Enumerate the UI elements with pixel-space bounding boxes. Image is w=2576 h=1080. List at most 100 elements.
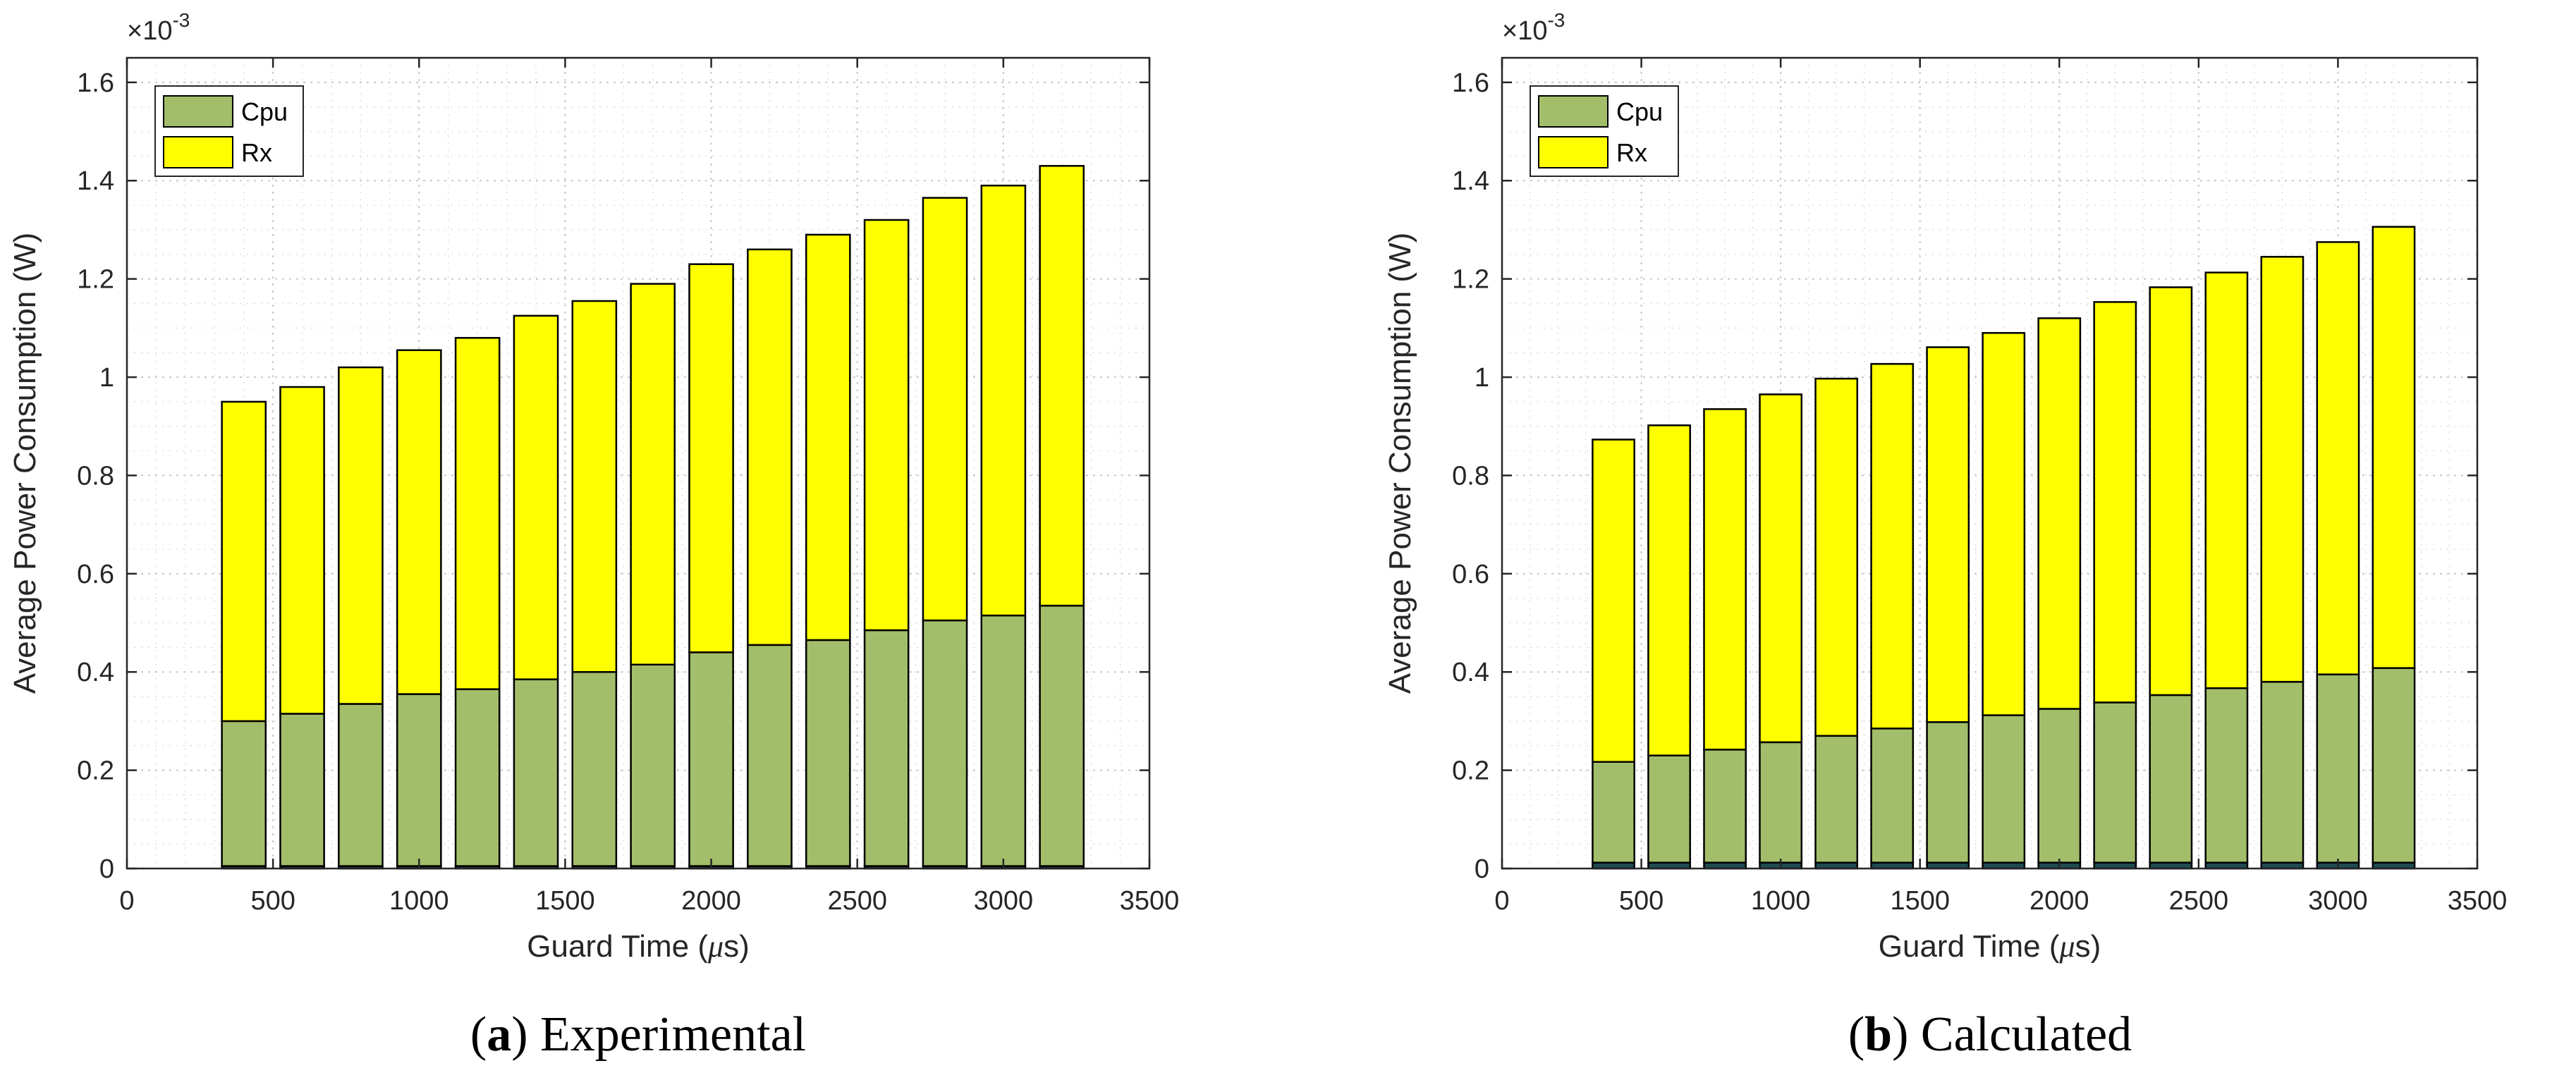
bar-cpu	[2204, 687, 2249, 864]
bar-cpu	[922, 619, 968, 867]
caption: (a) Experimental	[470, 1007, 806, 1062]
y-axis-label: Average Power Consumption (W)	[1383, 233, 1417, 694]
x-axis-label-mu: μ	[707, 929, 724, 964]
ticks: 0 500 1000 1500 2000 2500 3000 3500 0 0.2 0.4 0.6 0.…	[77, 58, 1179, 916]
bar-cpu	[805, 639, 851, 867]
legend-swatch-cpu	[163, 95, 233, 128]
bar-cpu	[1982, 714, 2026, 864]
bar-tx	[2260, 861, 2305, 870]
x-tick-label: 2000	[681, 886, 741, 916]
bar-cpu	[2149, 694, 2193, 864]
bar-rx	[688, 263, 734, 653]
bar-rx	[2149, 286, 2193, 697]
x-tick-label: 1500	[1890, 886, 1950, 916]
bar-rx	[863, 219, 910, 632]
bar-rx	[1870, 362, 1915, 730]
bar-cpu	[2260, 680, 2305, 864]
x-axis-label: Guard Time (μs)	[527, 929, 750, 964]
x-tick-label: 3000	[974, 886, 1034, 916]
bar-tx	[1592, 861, 1635, 870]
chart-calculated: 0 500 1000 1500 2000 2500 3000 3500 0 0.2 0.4 0.6 0.…	[1383, 9, 2507, 1062]
y-axis-label: Average Power Consumption (W)	[8, 233, 42, 694]
y-tick-label: 1.4	[77, 166, 114, 196]
bar-rx	[980, 184, 1027, 617]
bar-cpu	[688, 651, 734, 867]
bar-cpu	[454, 688, 501, 867]
bar-cpu	[571, 670, 618, 867]
y-tick-label: 1	[1475, 363, 1489, 393]
x-tick-label: 1000	[389, 886, 449, 916]
legend-label-rx: Rx	[241, 138, 272, 167]
caption: (b) Calculated	[1848, 1007, 2132, 1062]
legend-label-cpu: Cpu	[1616, 97, 1663, 126]
x-axis-label-mu: μ	[2059, 929, 2075, 964]
bar-tx	[1870, 861, 1915, 870]
x-axis-label: Guard Time (μs)	[1879, 929, 2101, 964]
bar-cpu	[1039, 604, 1085, 867]
y-tick-label: 0.6	[1452, 560, 1489, 589]
bar-rx	[279, 386, 325, 715]
y-tick-label: 0.8	[1452, 461, 1489, 491]
y-tick-label: 0	[99, 854, 114, 884]
bar-rx	[513, 314, 559, 680]
x-tick-label: 1000	[1751, 886, 1811, 916]
bar-cpu	[1926, 721, 1970, 864]
bar-cpu	[1870, 728, 1915, 864]
bar-rx	[1592, 438, 1635, 763]
axes-box	[1501, 56, 2479, 870]
y-tick-label: 1.4	[1452, 166, 1489, 196]
legend: Cpu Rx	[154, 85, 304, 177]
caption-letter: a	[487, 1007, 511, 1062]
caption-text: Experimental	[540, 1007, 806, 1062]
x-tick-label: 2500	[827, 886, 887, 916]
y-tick-label: 1.6	[77, 68, 114, 98]
x-axis-label-suffix: s)	[2075, 929, 2101, 964]
bar-rx	[338, 366, 384, 705]
bar-cpu	[279, 713, 325, 867]
bar-cpu	[1814, 735, 1859, 864]
bar-cpu	[338, 703, 384, 867]
x-tick-label: 2000	[2029, 886, 2089, 916]
bar-cpu	[863, 629, 910, 867]
bar-cpu	[1759, 741, 1803, 864]
axes-box	[126, 56, 1151, 870]
bar-tx	[1703, 861, 1747, 870]
bar-rx	[747, 248, 793, 646]
x-axis-label-prefix: Guard Time (	[527, 929, 708, 964]
x-tick-label: 1500	[535, 886, 595, 916]
y-tick-label: 0	[1475, 854, 1489, 884]
y-tick-label: 0.4	[77, 658, 114, 687]
x-tick-label: 0	[119, 886, 134, 916]
bar-tx	[2371, 861, 2416, 870]
bar-tx	[1814, 861, 1859, 870]
x-axis-label-suffix: s)	[724, 929, 750, 964]
bar-rx	[805, 233, 851, 642]
bar-rx	[2037, 317, 2082, 710]
x-tick-label: 2500	[2169, 886, 2229, 916]
y-tick-label: 0.6	[77, 560, 114, 589]
bar-cpu	[2316, 673, 2360, 864]
bar-cpu	[1647, 754, 1691, 864]
bar-rx	[1759, 393, 1803, 744]
y-tick-label: 0.8	[77, 461, 114, 491]
legend-swatch-rx	[163, 136, 233, 168]
y-tick-label: 1.2	[1452, 265, 1489, 295]
bar-rx	[1926, 346, 1970, 723]
ticks: 0 500 1000 1500 2000 2500 3000 3500 0 0.2 0.4 0.6 0.…	[1452, 58, 2507, 916]
bar-cpu	[2093, 701, 2137, 864]
bar-cpu	[396, 693, 442, 867]
bar-rx	[396, 349, 442, 695]
y-tick-label: 1.6	[1452, 68, 1489, 98]
x-tick-label: 3500	[1120, 886, 1180, 916]
y-exponent-label: ×10-3	[127, 9, 190, 46]
x-tick-label: 500	[1619, 886, 1664, 916]
y-tick-label: 1	[99, 363, 114, 393]
y-tick-label: 0.4	[1452, 658, 1489, 687]
bar-cpu	[2371, 667, 2416, 864]
bar-cpu	[2037, 708, 2082, 864]
bar-cpu	[1592, 761, 1635, 864]
chart-experimental: 0 500 1000 1500 2000 2500 3000 3500 0 0.2 0.4 0.6 0.…	[8, 9, 1179, 1062]
legend: Cpu Rx	[1530, 85, 1679, 177]
bar-rx	[2316, 241, 2360, 675]
bar-tx	[2093, 861, 2137, 870]
